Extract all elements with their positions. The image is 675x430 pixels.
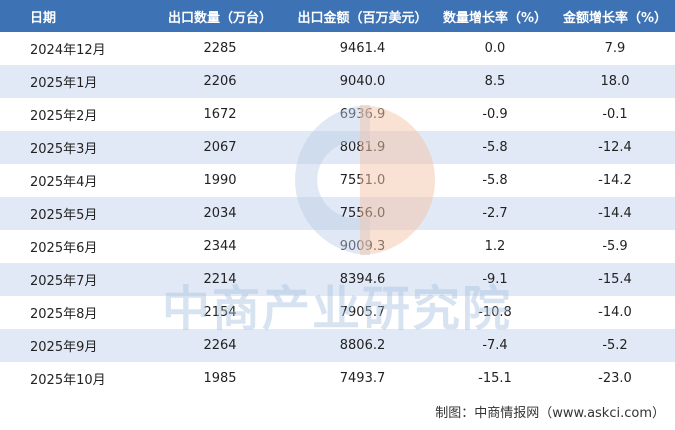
table-cell: -5.2 — [555, 329, 675, 362]
table-cell: 2025年3月 — [0, 131, 150, 164]
table-cell: 2025年5月 — [0, 197, 150, 230]
table-cell: -14.0 — [598, 305, 632, 320]
table-cell: -0.9 — [482, 107, 508, 122]
table-cell: 1672 — [203, 107, 237, 122]
table-row: 2025年7月 2214 8394.6 -9.1 -15.4 — [0, 263, 675, 296]
table-cell: 2024年12月 — [30, 43, 106, 58]
table-cell: 7493.7 — [339, 371, 386, 386]
table-cell: -15.1 — [478, 371, 512, 386]
header-cell: 出口金额（百万美元） — [290, 0, 435, 32]
table-cell: 7556.0 — [290, 197, 435, 230]
table-cell: 2264 — [150, 329, 290, 362]
header-cell: 出口数量（万台） — [150, 0, 290, 32]
table-cell: 2025年7月 — [0, 263, 150, 296]
table-cell: 8081.9 — [290, 131, 435, 164]
table-cell: 2025年9月 — [0, 329, 150, 362]
table-cell: 9461.4 — [339, 41, 386, 56]
data-table: 日期 出口数量（万台） 出口金额（百万美元） 数量增长率（%） 金额增长率（%） 202… — [0, 0, 675, 395]
table-cell: 9009.3 — [339, 239, 386, 254]
table-cell: 6936.9 — [339, 107, 386, 122]
table-cell: 7.9 — [604, 41, 626, 56]
table-cell: 2025年2月 — [30, 109, 98, 124]
table-cell: 2025年6月 — [30, 241, 98, 256]
table-cell: 7905.7 — [339, 305, 386, 320]
table-row: 2025年8月 2154 7905.7 -10.8 -14.0 — [0, 296, 675, 329]
table-cell: -15.4 — [555, 263, 675, 296]
table-cell: -10.8 — [478, 305, 512, 320]
table-cell: 8806.2 — [290, 329, 435, 362]
table-cell: 1990 — [203, 173, 237, 188]
table-cell: -0.1 — [602, 107, 628, 122]
table-cell: 2025年4月 — [30, 175, 98, 190]
table-cell: 2025年8月 — [30, 307, 98, 322]
table-row: 2025年3月 2067 8081.9 -5.8 -12.4 — [0, 131, 675, 164]
table-cell: -2.7 — [435, 197, 555, 230]
table-row: 2025年1月 2206 9040.0 8.5 18.0 — [0, 65, 675, 98]
table-cell: 18.0 — [555, 65, 675, 98]
table-row: 2024年12月 2285 9461.4 0.0 7.9 — [0, 32, 675, 65]
header-cell: 数量增长率（%） — [435, 0, 555, 32]
header-cell: 日期 — [0, 0, 150, 32]
table-body: 2024年12月 2285 9461.4 0.0 7.9 2025年1月 2206 9040.… — [0, 32, 675, 395]
header-row: 日期 出口数量（万台） 出口金额（百万美元） 数量增长率（%） 金额增长率（%） — [0, 0, 675, 32]
table-cell: 1985 — [203, 371, 237, 386]
table-cell: -5.9 — [602, 239, 628, 254]
table-cell: 2154 — [203, 305, 237, 320]
table-cell: 2025年10月 — [30, 373, 106, 388]
table-row: 2025年6月 2344 9009.3 1.2 -5.9 — [0, 230, 675, 263]
table-row: 2025年10月 1985 7493.7 -15.1 -23.0 — [0, 362, 675, 395]
table-cell: -14.2 — [598, 173, 632, 188]
table-cell: -7.4 — [435, 329, 555, 362]
table-cell: 2025年1月 — [0, 65, 150, 98]
table-cell: 9040.0 — [290, 65, 435, 98]
table-cell: 2206 — [150, 65, 290, 98]
table-cell: 2034 — [150, 197, 290, 230]
header-cell: 金额增长率（%） — [555, 0, 675, 32]
table-cell: 2067 — [150, 131, 290, 164]
table-cell: 7551.0 — [339, 173, 386, 188]
footer: 制图：中商情报网（www.askci.com） — [435, 406, 665, 421]
table-row: 2025年4月 1990 7551.0 -5.8 -14.2 — [0, 164, 675, 197]
table-cell: -5.8 — [435, 131, 555, 164]
table-cell: -14.4 — [555, 197, 675, 230]
table-cell: -5.8 — [482, 173, 508, 188]
table-row: 2025年2月 1672 6936.9 -0.9 -0.1 — [0, 98, 675, 131]
table-cell: 2344 — [203, 239, 237, 254]
table-cell: 2214 — [150, 263, 290, 296]
table-cell: 8.5 — [435, 65, 555, 98]
table-cell: -9.1 — [435, 263, 555, 296]
table-cell: 2285 — [203, 41, 237, 56]
table-cell: 8394.6 — [290, 263, 435, 296]
table-cell: 0.0 — [484, 41, 506, 56]
table-cell: -12.4 — [555, 131, 675, 164]
table-cell: -23.0 — [598, 371, 632, 386]
table-cell: 1.2 — [484, 239, 506, 254]
table-row: 2025年9月 2264 8806.2 -7.4 -5.2 — [0, 329, 675, 362]
table-row: 2025年5月 2034 7556.0 -2.7 -14.4 — [0, 197, 675, 230]
